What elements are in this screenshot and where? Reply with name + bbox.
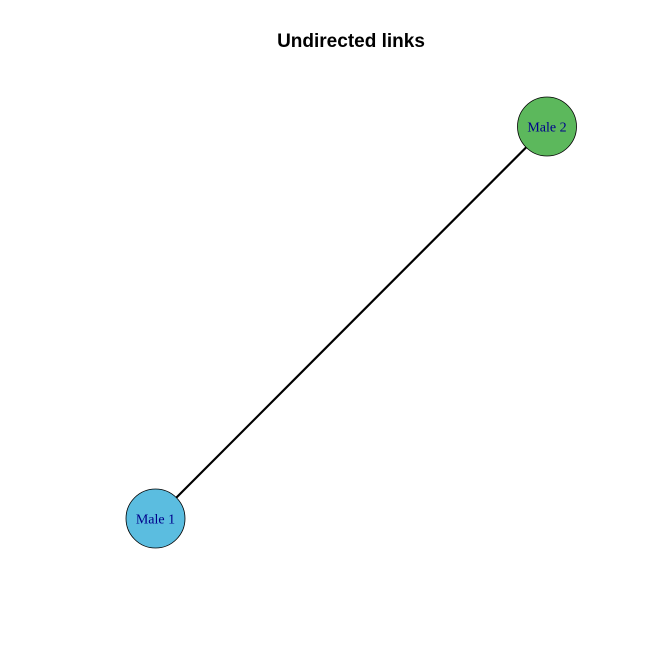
edge-layer bbox=[175, 146, 527, 499]
node-layer: Male 1 Male 2 bbox=[125, 96, 577, 549]
graph-title: Undirected links bbox=[277, 31, 425, 52]
edge-male1-male2 bbox=[175, 146, 527, 499]
node-male-2[interactable]: Male 2 bbox=[517, 96, 577, 157]
node-male-1-circle bbox=[125, 488, 186, 549]
node-male-2-circle bbox=[517, 96, 577, 157]
node-male-1[interactable]: Male 1 bbox=[125, 488, 186, 549]
node-male-1-label: Male 1 bbox=[136, 513, 175, 528]
node-male-2-label: Male 2 bbox=[527, 121, 566, 136]
